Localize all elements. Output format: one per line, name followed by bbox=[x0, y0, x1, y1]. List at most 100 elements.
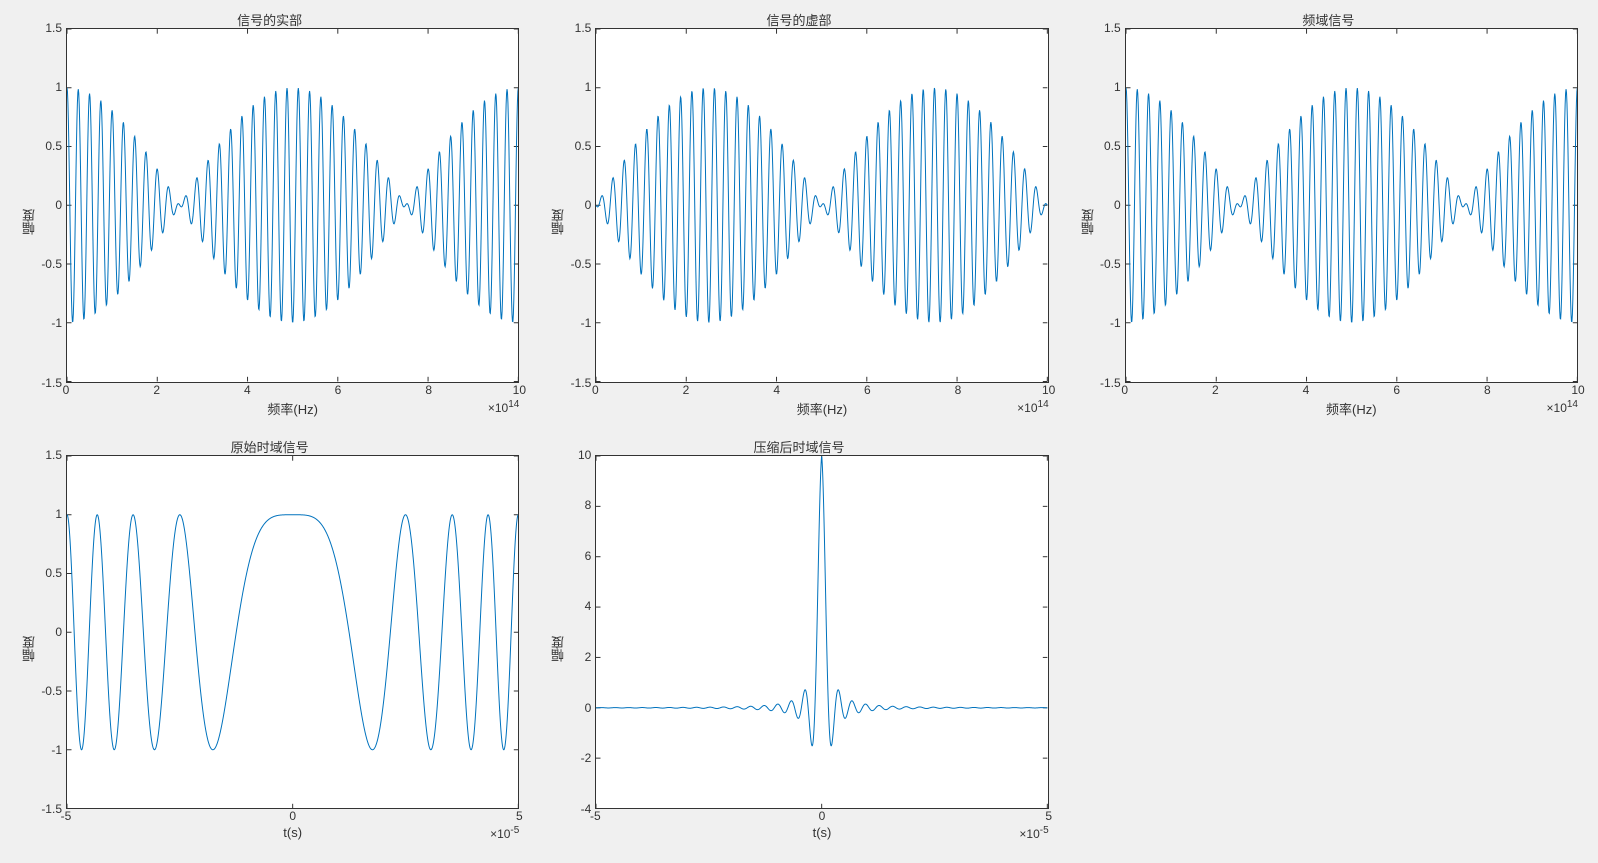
y-tick-label: -1.5 bbox=[571, 376, 592, 390]
x-label-row: 频率(Hz) ×1014 bbox=[595, 399, 1048, 417]
y-tick-label: -1 bbox=[51, 743, 62, 757]
axes-wrap: 0246810频率(Hz)×1014 bbox=[595, 28, 1048, 417]
x-axis-label: 频率(Hz) bbox=[267, 399, 318, 417]
y-tick-label: -0.5 bbox=[41, 257, 62, 271]
x-tick-label: 6 bbox=[1393, 383, 1400, 397]
y-tick-label: 0.5 bbox=[1104, 139, 1121, 153]
y-tick-label: 0 bbox=[585, 701, 592, 715]
subplot-real_part: 信号的实部幅度-1.5-1-0.500.511.50246810频率(Hz)×1… bbox=[20, 10, 519, 417]
y-tick-label: -1.5 bbox=[41, 376, 62, 390]
plot-area bbox=[1125, 28, 1578, 383]
x-tick-label: 2 bbox=[1212, 383, 1219, 397]
x-tick-label: 8 bbox=[955, 383, 962, 397]
x-axis-multiplier: ×1014 bbox=[488, 399, 519, 415]
x-tick-label: 2 bbox=[153, 383, 160, 397]
y-axis-label: 幅度 bbox=[20, 209, 38, 235]
y-tick-label: -0.5 bbox=[1100, 257, 1121, 271]
chart-body: 幅度-1.5-1-0.500.511.50246810频率(Hz)×1014 bbox=[1079, 28, 1578, 417]
chart-title: 原始时域信号 bbox=[20, 437, 519, 453]
axes-wrap: -505t(s) ×10-5 bbox=[66, 455, 519, 844]
x-tick-label: 4 bbox=[244, 383, 251, 397]
x-tick-label: 0 bbox=[819, 809, 826, 823]
x-tick-label: 8 bbox=[1484, 383, 1491, 397]
x-axis-multiplier: ×10-5 bbox=[1019, 825, 1048, 841]
subplot-grid: 信号的实部幅度-1.5-1-0.500.511.50246810频率(Hz)×1… bbox=[0, 0, 1598, 863]
y-tick-labels: -1.5-1-0.500.511.5 bbox=[567, 28, 595, 383]
x-tick-label: 5 bbox=[516, 809, 523, 823]
y-tick-label: -0.5 bbox=[41, 684, 62, 698]
subplot-freq_domain: 频域信号幅度-1.5-1-0.500.511.50246810频率(Hz)×10… bbox=[1079, 10, 1578, 417]
subplot-compressed: 压缩后时域信号幅度-4-20246810-505t(s)×10-5 bbox=[549, 437, 1048, 844]
y-tick-label: 1.5 bbox=[575, 21, 592, 35]
x-axis-multiplier: ×1014 bbox=[1017, 399, 1048, 415]
chart-body: 幅度-4-20246810-505t(s)×10-5 bbox=[549, 455, 1048, 844]
y-tick-label: 1 bbox=[585, 80, 592, 94]
chart-body: 幅度-1.5-1-0.500.511.50246810频率(Hz)×1014 bbox=[549, 28, 1048, 417]
x-label-row: 频率(Hz) ×1014 bbox=[1125, 399, 1578, 417]
subplot-imag_part: 信号的虚部幅度-1.5-1-0.500.511.50246810频率(Hz)×1… bbox=[549, 10, 1048, 417]
y-tick-label: -0.5 bbox=[571, 257, 592, 271]
x-tick-label: 10 bbox=[1571, 383, 1584, 397]
x-tick-labels: -505 bbox=[595, 809, 1048, 825]
chart-body: 幅度-1.5-1-0.500.511.5-505t(s)×10-5 bbox=[20, 455, 519, 844]
y-tick-label: 6 bbox=[585, 549, 592, 563]
x-tick-label: 4 bbox=[773, 383, 780, 397]
x-tick-label: 10 bbox=[513, 383, 526, 397]
subplot-original_time: 原始时域信号幅度 -1.5 -1 -0.5 0 0.5 1 1.5 -505t(s) ×10-5 bbox=[20, 437, 519, 844]
axes-wrap: -505t(s) ×10-5 bbox=[595, 455, 1048, 844]
axes-wrap: 0246810频率(Hz)×1014 bbox=[1125, 28, 1578, 417]
x-axis-multiplier: ×10-5 bbox=[490, 825, 519, 841]
x-tick-labels: 0246810 bbox=[1125, 383, 1578, 399]
x-tick-label: 2 bbox=[683, 383, 690, 397]
chart-title: 信号的虚部 bbox=[549, 10, 1048, 26]
x-label-row: t(s) ×10-5 bbox=[595, 825, 1048, 843]
y-tick-label: 1 bbox=[55, 80, 62, 94]
y-tick-label: 0 bbox=[55, 625, 62, 639]
plot-area bbox=[595, 28, 1048, 383]
x-tick-label: 10 bbox=[1042, 383, 1055, 397]
y-tick-label: -1.5 bbox=[41, 802, 62, 816]
y-tick-label: 0.5 bbox=[45, 139, 62, 153]
y-axis-label: 幅度 bbox=[549, 636, 567, 662]
chart-title: 频域信号 bbox=[1079, 10, 1578, 26]
y-tick-labels: -4-20246810 bbox=[567, 455, 595, 810]
y-tick-label: 1.5 bbox=[45, 448, 62, 462]
y-axis-label: 幅度 bbox=[1079, 209, 1097, 235]
data-line bbox=[67, 514, 518, 749]
x-tick-label: 6 bbox=[335, 383, 342, 397]
x-tick-label: -5 bbox=[590, 809, 601, 823]
y-tick-label: 0.5 bbox=[45, 566, 62, 580]
y-tick-label: 1 bbox=[55, 507, 62, 521]
y-tick-label: 2 bbox=[585, 650, 592, 664]
x-axis-label: t(s) bbox=[283, 825, 302, 843]
y-tick-labels: -1.5-1-0.500.511.5 bbox=[38, 455, 66, 810]
y-tick-label: -1 bbox=[581, 316, 592, 330]
y-tick-label: 4 bbox=[585, 599, 592, 613]
data-line bbox=[1126, 88, 1577, 322]
y-tick-label: -2 bbox=[581, 751, 592, 765]
x-tick-label: 0 bbox=[63, 383, 70, 397]
plot-area bbox=[595, 455, 1048, 810]
x-tick-label: 5 bbox=[1045, 809, 1052, 823]
y-tick-label: 1 bbox=[1114, 80, 1121, 94]
data-line bbox=[596, 456, 1047, 745]
x-tick-labels: 0246810 bbox=[595, 383, 1048, 399]
y-axis-label: 幅度 bbox=[20, 636, 38, 662]
x-tick-label: 0 bbox=[1121, 383, 1128, 397]
x-tick-labels: -505 bbox=[66, 809, 519, 825]
x-tick-label: 0 bbox=[289, 809, 296, 823]
x-axis-label: t(s) bbox=[813, 825, 832, 843]
y-tick-label: 0 bbox=[1114, 198, 1121, 212]
x-axis-multiplier: ×1014 bbox=[1547, 399, 1578, 415]
y-tick-label: -1 bbox=[1110, 316, 1121, 330]
x-axis-label: 频率(Hz) bbox=[1326, 399, 1377, 417]
x-axis-label: 频率(Hz) bbox=[797, 399, 848, 417]
x-label-row: t(s) ×10-5 bbox=[66, 825, 519, 843]
x-tick-label: -5 bbox=[61, 809, 72, 823]
data-line bbox=[67, 88, 518, 322]
y-tick-labels: -1.5-1-0.500.511.5 bbox=[1097, 28, 1125, 383]
plot-area bbox=[66, 455, 519, 810]
y-tick-labels: -1.5-1-0.500.511.5 bbox=[38, 28, 66, 383]
x-tick-labels: 0246810 bbox=[66, 383, 519, 399]
y-tick-label: -1 bbox=[51, 316, 62, 330]
